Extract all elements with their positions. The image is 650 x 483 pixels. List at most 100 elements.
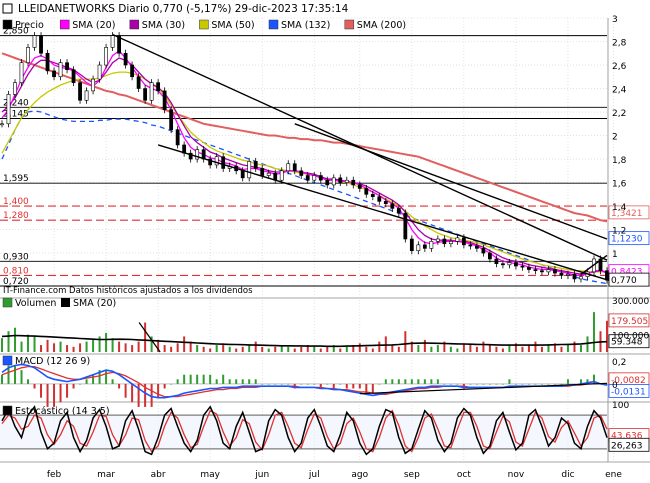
volume-bar [501, 348, 504, 352]
candle-body [416, 244, 421, 252]
candle-body [292, 163, 297, 172]
macd-histogram-bar [365, 383, 368, 394]
macd-histogram-bar [566, 379, 569, 384]
macd-histogram-bar [449, 383, 452, 385]
candle-body [253, 161, 258, 169]
x-tick-label: may [200, 470, 220, 480]
legend-swatch [344, 19, 355, 30]
macd-histogram-bar [319, 383, 322, 389]
candle-body [149, 82, 154, 101]
value-tag-box [608, 272, 650, 287]
volume-bar [391, 345, 394, 352]
candle-body [370, 194, 375, 197]
volume-tag-box [608, 334, 650, 349]
macd-histogram-bar [189, 374, 192, 384]
macd-histogram-bar [384, 379, 387, 384]
volume-bar [482, 341, 485, 352]
volume-bar [586, 336, 589, 352]
legend-swatch [59, 19, 70, 30]
candle-body [195, 149, 200, 160]
macd-histogram-bar [534, 383, 537, 385]
macd-histogram-bar [85, 379, 88, 384]
volume-bar [202, 346, 205, 352]
macd-histogram-bar [79, 383, 82, 385]
x-tick-label: mar [97, 470, 115, 480]
volume-bar [72, 346, 75, 352]
macd-histogram-bar [482, 383, 485, 385]
candle-body [279, 170, 284, 181]
macd-histogram-bar [339, 383, 342, 385]
candle-body [351, 179, 356, 186]
volume-bar [20, 341, 23, 352]
price-level-label: 1,280 [3, 211, 29, 221]
candle-body [520, 265, 525, 268]
volume-bar [248, 345, 251, 352]
volume-tag-label: 179.505 [611, 317, 648, 327]
macd-histogram-bar [397, 379, 400, 384]
candle-body [156, 82, 161, 92]
volume-bar [59, 341, 62, 352]
volume-bar [287, 346, 290, 352]
macd-histogram-bar [53, 383, 56, 407]
volume-bar [131, 345, 134, 352]
candle-body [221, 156, 226, 169]
volume-bar [222, 343, 225, 352]
volume-bar [397, 346, 400, 352]
macd-histogram-bar [124, 383, 127, 398]
volume-bar [254, 341, 257, 352]
macd-histogram-bar [592, 374, 595, 384]
chart-title: LLEIDANETWORKS Diario 0,770 (-5,17%) 29-… [18, 3, 349, 15]
macd-histogram-bar [423, 379, 426, 384]
candle-body [97, 64, 102, 80]
macd-histogram-bar [378, 383, 381, 385]
macd-histogram-bar [547, 383, 550, 385]
volume-bar [371, 348, 374, 352]
volume-bar [7, 331, 10, 352]
candle-body [474, 245, 479, 249]
volume-bar [137, 341, 140, 352]
macd-histogram-bar [521, 383, 524, 385]
candle-body [396, 208, 401, 214]
price-y-tick: 2 [612, 133, 618, 143]
candle-body [162, 90, 167, 110]
candle-body [91, 78, 95, 92]
macd-histogram-bar [59, 383, 62, 403]
trendline [294, 123, 608, 240]
candle-body [507, 262, 512, 266]
volume-bar [261, 346, 264, 352]
candle-body [39, 35, 43, 54]
macd-histogram-bar [300, 383, 303, 385]
candle-body [364, 188, 369, 195]
volume-bar [105, 332, 108, 352]
candle-body [45, 52, 50, 72]
price-y-tick: 2,8 [612, 39, 627, 49]
candle-body [0, 123, 4, 126]
volume-bar [241, 346, 244, 352]
candle-body [143, 88, 148, 101]
volume-bar [456, 348, 459, 352]
volume-bar [521, 346, 524, 352]
volume-bar [339, 348, 342, 352]
macd-histogram-bar [163, 383, 166, 389]
macd-line [1, 363, 608, 399]
candle-body [566, 273, 570, 276]
volume-bar [66, 345, 69, 352]
candle-body [104, 47, 108, 66]
macd-histogram-bar [261, 383, 264, 385]
macd-histogram-bar [170, 383, 173, 385]
candle-body [598, 258, 603, 272]
value-tag-label: 0,8423 [611, 268, 643, 278]
candle-body [247, 161, 252, 179]
macd-histogram-bar [391, 379, 394, 384]
grid-lines [0, 17, 650, 463]
volume-bar [430, 346, 433, 352]
volume-bar [209, 348, 212, 352]
macd-histogram-bar [540, 383, 543, 385]
candle-body [357, 184, 362, 189]
volume-bar [293, 348, 296, 352]
macd-histogram-bar [579, 379, 582, 384]
series-line-sma [1, 50, 608, 277]
macd-histogram-bar [436, 379, 439, 384]
price-panel: 2,850 2,240 2,145 1,595 1,400 1,280 0,930 0,810… [0, 19, 650, 287]
